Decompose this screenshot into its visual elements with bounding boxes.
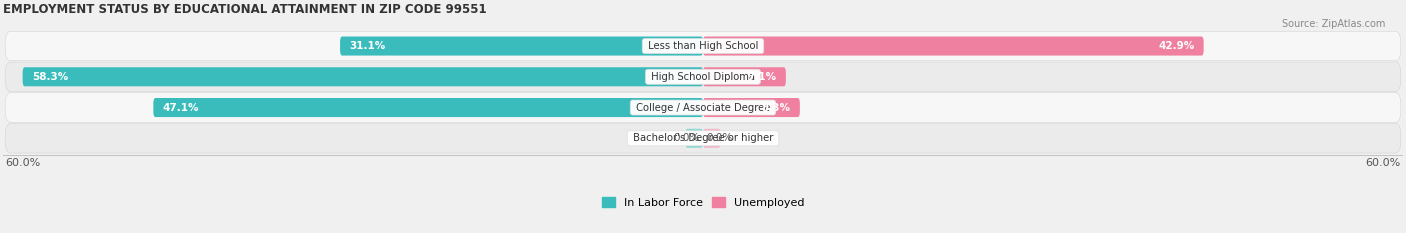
Text: College / Associate Degree: College / Associate Degree (633, 103, 773, 113)
Text: Source: ZipAtlas.com: Source: ZipAtlas.com (1281, 19, 1385, 29)
FancyBboxPatch shape (703, 98, 800, 117)
Text: 58.3%: 58.3% (32, 72, 69, 82)
Text: 8.3%: 8.3% (762, 103, 790, 113)
Text: 42.9%: 42.9% (1159, 41, 1194, 51)
FancyBboxPatch shape (6, 93, 1400, 122)
Text: 31.1%: 31.1% (349, 41, 385, 51)
FancyBboxPatch shape (686, 129, 703, 148)
Text: 47.1%: 47.1% (163, 103, 200, 113)
Text: 60.0%: 60.0% (6, 158, 41, 168)
Text: Less than High School: Less than High School (645, 41, 761, 51)
Text: 0.0%: 0.0% (706, 133, 733, 143)
FancyBboxPatch shape (703, 67, 786, 86)
FancyBboxPatch shape (6, 123, 1400, 153)
Text: 0.0%: 0.0% (673, 133, 700, 143)
FancyBboxPatch shape (6, 62, 1400, 92)
FancyBboxPatch shape (22, 67, 703, 86)
FancyBboxPatch shape (153, 98, 703, 117)
Legend: In Labor Force, Unemployed: In Labor Force, Unemployed (598, 193, 808, 212)
Text: 7.1%: 7.1% (748, 72, 776, 82)
FancyBboxPatch shape (703, 37, 1204, 55)
FancyBboxPatch shape (340, 37, 703, 55)
Text: High School Diploma: High School Diploma (648, 72, 758, 82)
FancyBboxPatch shape (703, 129, 720, 148)
Text: 60.0%: 60.0% (1365, 158, 1400, 168)
Text: Bachelor's Degree or higher: Bachelor's Degree or higher (630, 133, 776, 143)
FancyBboxPatch shape (6, 31, 1400, 61)
Text: EMPLOYMENT STATUS BY EDUCATIONAL ATTAINMENT IN ZIP CODE 99551: EMPLOYMENT STATUS BY EDUCATIONAL ATTAINM… (3, 3, 486, 16)
